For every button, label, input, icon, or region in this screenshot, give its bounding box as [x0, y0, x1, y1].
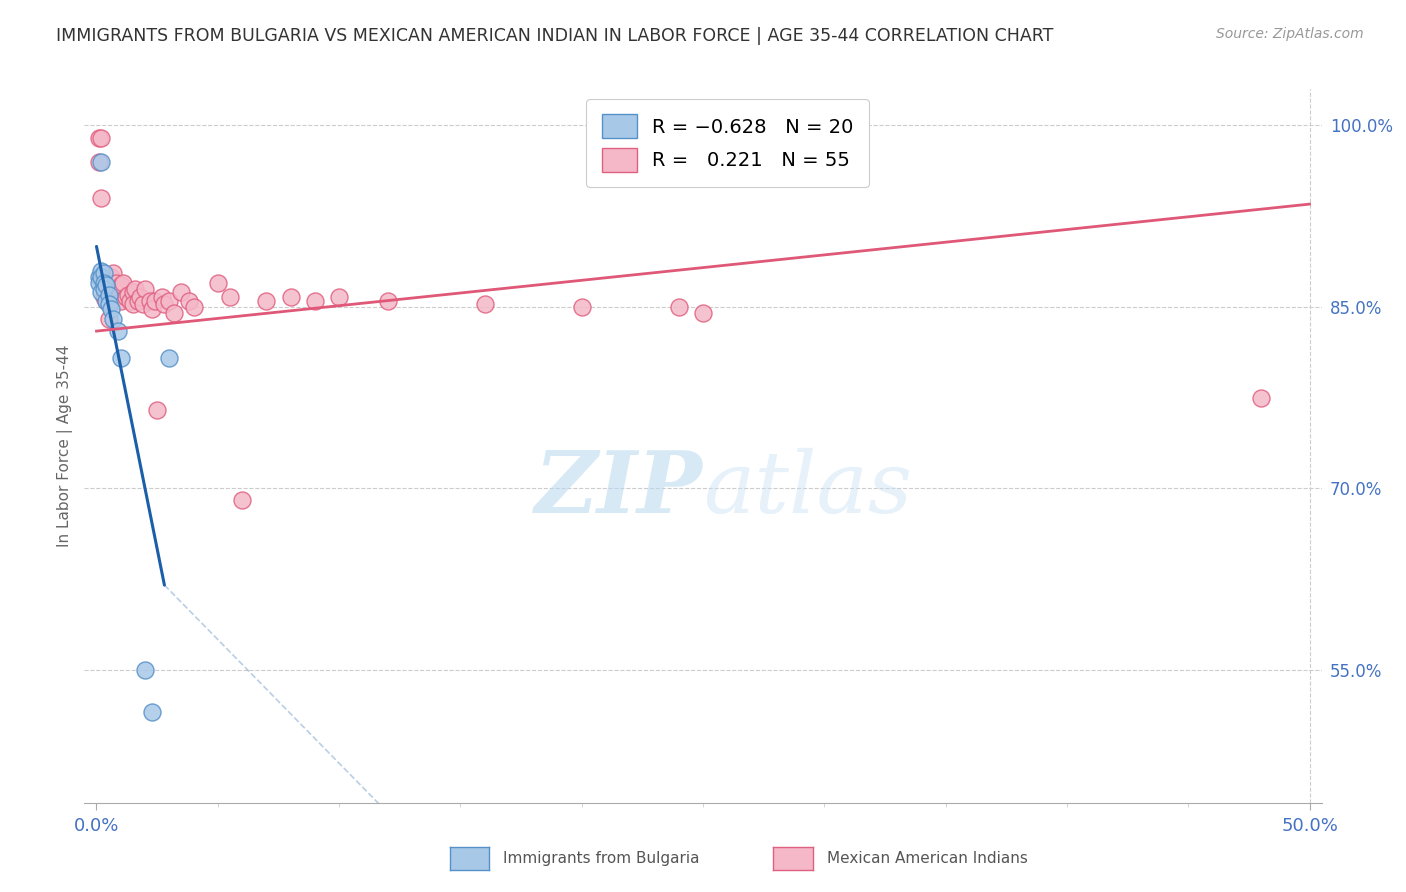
Point — [134, 663, 156, 677]
Point — [90, 130, 112, 145]
Point — [122, 297, 145, 311]
Point — [100, 269, 122, 284]
Point — [474, 297, 496, 311]
Point — [90, 285, 112, 300]
Point — [231, 493, 253, 508]
Point — [93, 290, 115, 304]
Point — [219, 290, 242, 304]
Point — [87, 154, 110, 169]
Point — [100, 285, 122, 300]
Point — [377, 293, 399, 308]
Point — [100, 302, 122, 317]
Point — [97, 312, 120, 326]
Point — [97, 297, 120, 311]
Point — [163, 306, 186, 320]
Point — [571, 300, 593, 314]
Point — [170, 285, 193, 300]
Point — [90, 263, 112, 277]
Point — [143, 293, 166, 308]
Text: Source: ZipAtlas.com: Source: ZipAtlas.com — [1216, 27, 1364, 41]
Point — [120, 293, 142, 308]
Point — [122, 285, 145, 300]
Point — [104, 290, 127, 304]
Point — [157, 293, 180, 308]
Point — [110, 278, 132, 293]
Point — [103, 312, 125, 326]
Point — [157, 351, 180, 365]
Text: atlas: atlas — [703, 448, 912, 530]
Legend: R = −0.628   N = 20, R =   0.221   N = 55: R = −0.628 N = 20, R = 0.221 N = 55 — [586, 99, 869, 187]
Point — [150, 290, 173, 304]
Point — [97, 288, 120, 302]
Point — [87, 130, 110, 145]
Point — [134, 282, 156, 296]
Point — [146, 402, 169, 417]
Point — [280, 290, 302, 304]
Point — [141, 705, 163, 719]
Point — [110, 293, 132, 308]
Point — [328, 290, 350, 304]
Point — [304, 293, 326, 308]
Point — [90, 191, 112, 205]
Text: IMMIGRANTS FROM BULGARIA VS MEXICAN AMERICAN INDIAN IN LABOR FORCE | AGE 35-44 C: IMMIGRANTS FROM BULGARIA VS MEXICAN AMER… — [56, 27, 1053, 45]
Point — [131, 297, 153, 311]
Text: Immigrants from Bulgaria: Immigrants from Bulgaria — [503, 851, 700, 866]
Point — [112, 276, 135, 290]
Point — [110, 351, 132, 365]
Point — [692, 306, 714, 320]
Point — [96, 293, 118, 308]
Point — [87, 276, 110, 290]
Point — [668, 300, 690, 314]
Point — [183, 300, 205, 314]
Y-axis label: In Labor Force | Age 35-44: In Labor Force | Age 35-44 — [58, 345, 73, 547]
Point — [127, 293, 149, 308]
Point — [117, 288, 139, 302]
Point — [104, 276, 127, 290]
Point — [139, 293, 162, 308]
Point — [93, 276, 115, 290]
Point — [103, 266, 125, 280]
Point — [254, 293, 277, 308]
Point — [1250, 391, 1272, 405]
Point — [96, 276, 118, 290]
Point — [103, 282, 125, 296]
Point — [153, 297, 176, 311]
Point — [207, 276, 229, 290]
Point — [87, 269, 110, 284]
Point — [93, 282, 115, 296]
Point — [141, 302, 163, 317]
Point — [90, 269, 112, 284]
Point — [114, 290, 136, 304]
Point — [124, 282, 146, 296]
Text: Mexican American Indians: Mexican American Indians — [827, 851, 1028, 866]
Text: ZIP: ZIP — [536, 447, 703, 531]
Point — [93, 266, 115, 280]
Point — [90, 154, 112, 169]
Point — [93, 276, 115, 290]
Point — [177, 293, 200, 308]
Point — [97, 276, 120, 290]
Point — [96, 293, 118, 308]
Point — [96, 278, 118, 293]
Point — [107, 282, 129, 296]
Point — [129, 290, 152, 304]
Point — [107, 324, 129, 338]
Point — [97, 293, 120, 308]
